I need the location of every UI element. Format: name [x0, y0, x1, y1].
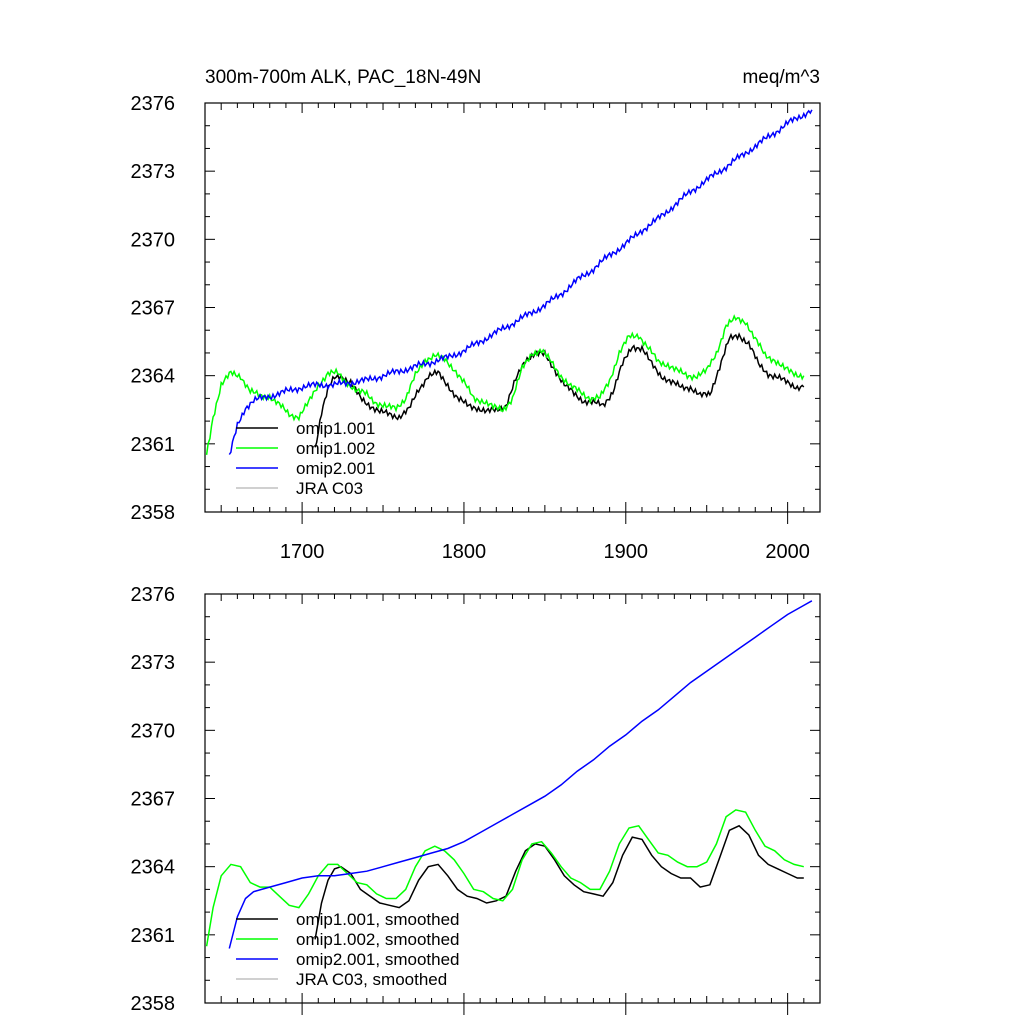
y-tick-label: 2367 [131, 789, 176, 811]
x-tick-label: 1800 [442, 541, 487, 563]
legend-label: JRA C03 [296, 479, 363, 498]
series-line-1 [314, 824, 804, 940]
chart-panel-2: 2358 2361 2364 2367 2370 2373 2376 omip1.001, s… [131, 584, 821, 1015]
series-line-2 [205, 809, 804, 947]
chart-title: 300m-700m ALK, PAC_18N-49N [205, 67, 481, 88]
legend-label: JRA C03, smoothed [296, 970, 447, 989]
y-tick-label: 2370 [131, 229, 176, 251]
series-line-1 [314, 332, 805, 448]
x-tick-label: 1900 [604, 541, 649, 563]
y-tick-label: 2364 [131, 857, 176, 879]
x-tick-label: 1700 [280, 541, 325, 563]
chart-units: meq/m^3 [742, 67, 820, 88]
y-tick-label: 2370 [131, 720, 176, 742]
legend-label: omip2.001 [296, 459, 375, 478]
x-tick-label: 2000 [765, 541, 810, 563]
y-tick-label: 2361 [131, 925, 176, 947]
y-tick-label: 2376 [131, 584, 176, 606]
legend-label: omip2.001, smoothed [296, 950, 460, 969]
y-tick-label: 2361 [131, 434, 176, 456]
series-line-3 [228, 600, 813, 949]
legend-label: omip1.001, smoothed [296, 910, 460, 929]
series-line-3 [228, 109, 813, 455]
series-line-2 [205, 314, 805, 456]
y-tick-label: 2358 [131, 502, 176, 524]
y-tick-label: 2376 [131, 93, 176, 115]
y-tick-label: 2367 [131, 298, 176, 320]
y-tick-label: 2373 [131, 161, 176, 183]
legend-label: omip1.002 [296, 439, 375, 458]
chart-panel-1: 2358 2361 2364 2367 2370 2373 2376 1700 1800 1900… [131, 67, 821, 563]
y-tick-label: 2373 [131, 652, 176, 674]
y-tick-label: 2358 [131, 993, 176, 1015]
legend-label: omip1.002, smoothed [296, 930, 460, 949]
legend-label: omip1.001 [296, 419, 375, 438]
y-tick-label: 2364 [131, 366, 176, 388]
